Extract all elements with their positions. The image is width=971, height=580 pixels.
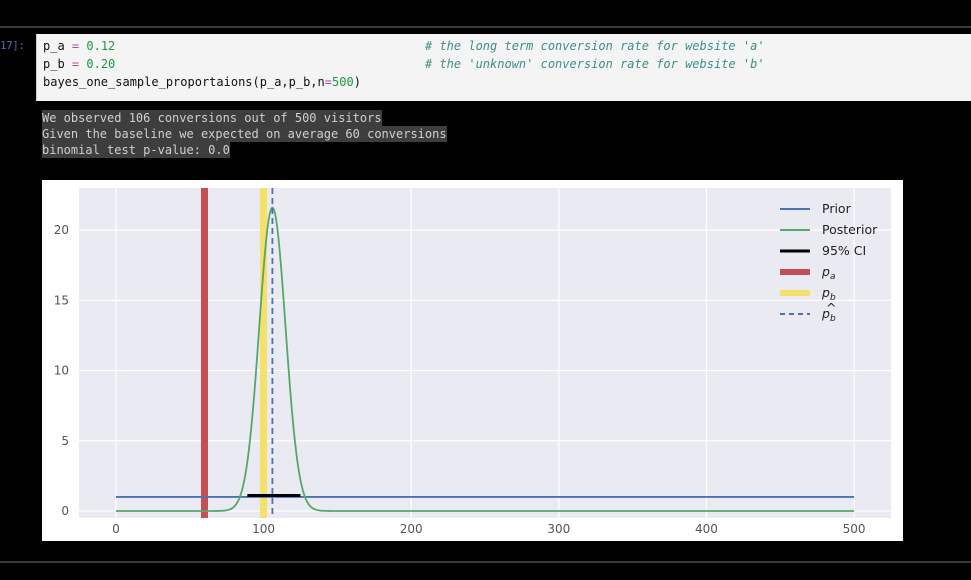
y-tick-label: 15 (54, 293, 69, 307)
output-line: binomial test p-value: 0.0 (42, 142, 230, 158)
x-tick-label: 300 (547, 522, 570, 536)
code-comment-1: # the long term conversion rate for webs… (425, 39, 765, 53)
cell-output: We observed 106 conversions out of 500 v… (42, 110, 447, 158)
y-tick-label: 20 (54, 223, 69, 237)
y-tick-label: 5 (61, 434, 69, 448)
chart-svg: 0 100 200 300 400 500 0 5 10 15 20 Prior Posterior 95… (54, 188, 891, 536)
number-literal: 0.12 (86, 39, 116, 53)
x-tick-label: 400 (695, 522, 718, 536)
legend-label: pb (821, 285, 836, 303)
plot-area (79, 188, 891, 518)
x-tick-label: 200 (400, 522, 423, 536)
bottom-divider (0, 561, 971, 563)
output-line: We observed 106 conversions out of 500 v… (42, 110, 382, 126)
posterior-curve (115, 206, 855, 512)
cell-prompt: 17]: (0, 39, 25, 52)
operator: = (71, 57, 80, 71)
legend-label-sub: b (830, 293, 836, 303)
operator: = (71, 39, 80, 53)
code-cell[interactable]: p_a = 0.12 # the long term conversion ra… (36, 34, 971, 101)
top-divider (0, 26, 971, 28)
legend-label: 95% CI (822, 243, 866, 258)
code-comment-2: # the 'unknown' conversion rate for webs… (425, 57, 765, 71)
legend-label: Posterior (822, 222, 878, 237)
code-line-3: bayes_one_sample_proportaions(p_a,p_b,n=… (43, 75, 361, 89)
output-line: Given the baseline we expected on averag… (42, 126, 447, 142)
code-text: p_a (43, 39, 72, 53)
legend-label-main: p (821, 264, 830, 279)
legend-label-sub: b (830, 314, 836, 324)
x-tick-label: 0 (112, 522, 120, 536)
legend-label: Prior (822, 201, 852, 216)
code-line-1: p_a = 0.12 (43, 39, 115, 53)
plot-figure: 0 100 200 300 400 500 0 5 10 15 20 Prior Posterior 95… (42, 180, 903, 541)
hat-accent: ^ (826, 300, 836, 315)
legend-label: pb (821, 306, 836, 324)
y-tick-label: 10 (54, 364, 69, 378)
x-tick-label: 100 (252, 522, 275, 536)
code-text: p_b (43, 57, 72, 71)
code-line-2: p_b = 0.20 (43, 57, 115, 71)
number-literal: 500 (332, 75, 354, 89)
code-text: ) (353, 75, 361, 89)
legend-label: pa (821, 264, 835, 282)
legend-label-main: p (821, 306, 830, 321)
number-literal: 0.20 (86, 57, 116, 71)
legend-label-main: p (821, 285, 830, 300)
x-tick-label: 500 (843, 522, 866, 536)
legend-label-sub: a (830, 272, 836, 282)
y-tick-label: 0 (61, 504, 69, 518)
code-text: bayes_one_sample_proportaions(p_a,p_b,n (43, 75, 325, 89)
operator: = (324, 75, 332, 89)
